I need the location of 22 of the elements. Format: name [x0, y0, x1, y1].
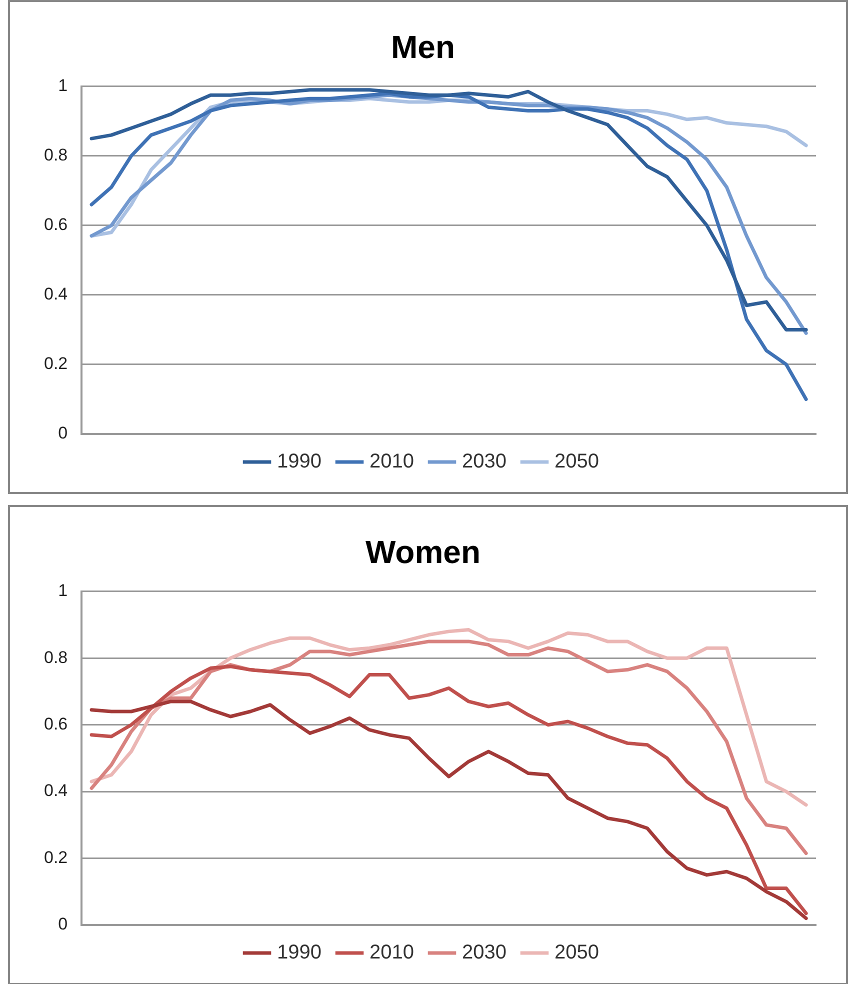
- y-tick-label: 0.8: [44, 648, 68, 667]
- legend-label: 2010: [370, 942, 414, 964]
- legend-label: 2010: [370, 450, 414, 473]
- legend-label: 2030: [462, 450, 506, 473]
- legend-label: 1990: [277, 450, 322, 473]
- y-tick-label: 0.8: [44, 146, 68, 165]
- legend-label: 2050: [554, 942, 599, 964]
- y-tick-label: 0.6: [44, 714, 68, 734]
- y-tick-label: 0.2: [44, 848, 68, 867]
- y-tick-label: 0: [58, 914, 68, 934]
- chart-title: Men: [391, 29, 455, 66]
- legend-label: 1990: [277, 942, 322, 964]
- y-tick-label: 0: [58, 424, 68, 443]
- legend-label: 2030: [462, 942, 506, 964]
- y-tick-label: 0.2: [44, 354, 68, 374]
- y-tick-label: 0.6: [44, 215, 68, 234]
- y-tick-label: 0.4: [44, 781, 68, 800]
- chart-title: Women: [366, 534, 480, 570]
- legend-label: 2050: [554, 450, 599, 473]
- y-tick-label: 1: [58, 581, 68, 600]
- y-tick-label: 0.4: [44, 284, 68, 304]
- y-tick-label: 1: [58, 76, 68, 96]
